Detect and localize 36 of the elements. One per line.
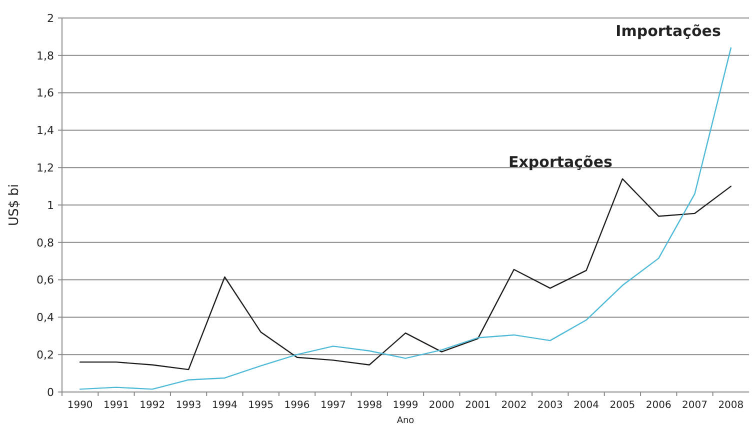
x-tick-label: 2006 xyxy=(646,400,672,411)
x-tick-label: 1992 xyxy=(140,400,166,411)
y-tick-label: 0 xyxy=(47,386,54,399)
x-tick-label: 2000 xyxy=(428,400,454,411)
line-series xyxy=(79,178,732,370)
y-tick-label: 0,8 xyxy=(36,236,54,250)
x-tick-label: 2005 xyxy=(610,400,636,411)
x-tick-label: 1999 xyxy=(392,400,418,411)
x-tick-label: 1997 xyxy=(320,400,346,411)
x-tick-label: 2001 xyxy=(465,400,491,411)
y-tick-label: 1 xyxy=(47,198,54,212)
x-tick-label: 2002 xyxy=(501,400,527,411)
series-label: Exportações xyxy=(508,152,613,171)
x-tick-label: 1998 xyxy=(356,400,382,411)
line-series xyxy=(79,47,732,390)
x-tick-label: 2007 xyxy=(682,400,708,411)
x-tick-label: 2003 xyxy=(537,400,563,411)
y-tick-label: 1,8 xyxy=(36,49,54,62)
y-tick-label: 0,2 xyxy=(36,348,54,362)
x-tick-label: 1994 xyxy=(212,400,238,411)
x-tick-label: 1990 xyxy=(67,400,93,411)
y-tick-label: 2 xyxy=(47,12,54,25)
x-tick-label: 2004 xyxy=(574,400,600,411)
x-tick-label: 1995 xyxy=(248,400,274,411)
x-tick-label: 1991 xyxy=(104,400,129,411)
y-tick-label: 0,4 xyxy=(36,311,54,324)
y-axis-title: US$ bi xyxy=(7,184,22,226)
x-axis-title: Ano xyxy=(396,416,415,426)
x-tick-label: 1996 xyxy=(284,400,310,411)
x-tick-label: 1993 xyxy=(176,400,202,411)
y-tick-label: 1,2 xyxy=(36,161,54,174)
y-tick-label: 1,4 xyxy=(36,124,54,138)
series-label: Importações xyxy=(616,22,721,40)
x-tick-label: 2008 xyxy=(718,400,744,411)
y-tick-label: 1,6 xyxy=(36,86,54,100)
y-tick-label: 0,6 xyxy=(36,274,54,287)
